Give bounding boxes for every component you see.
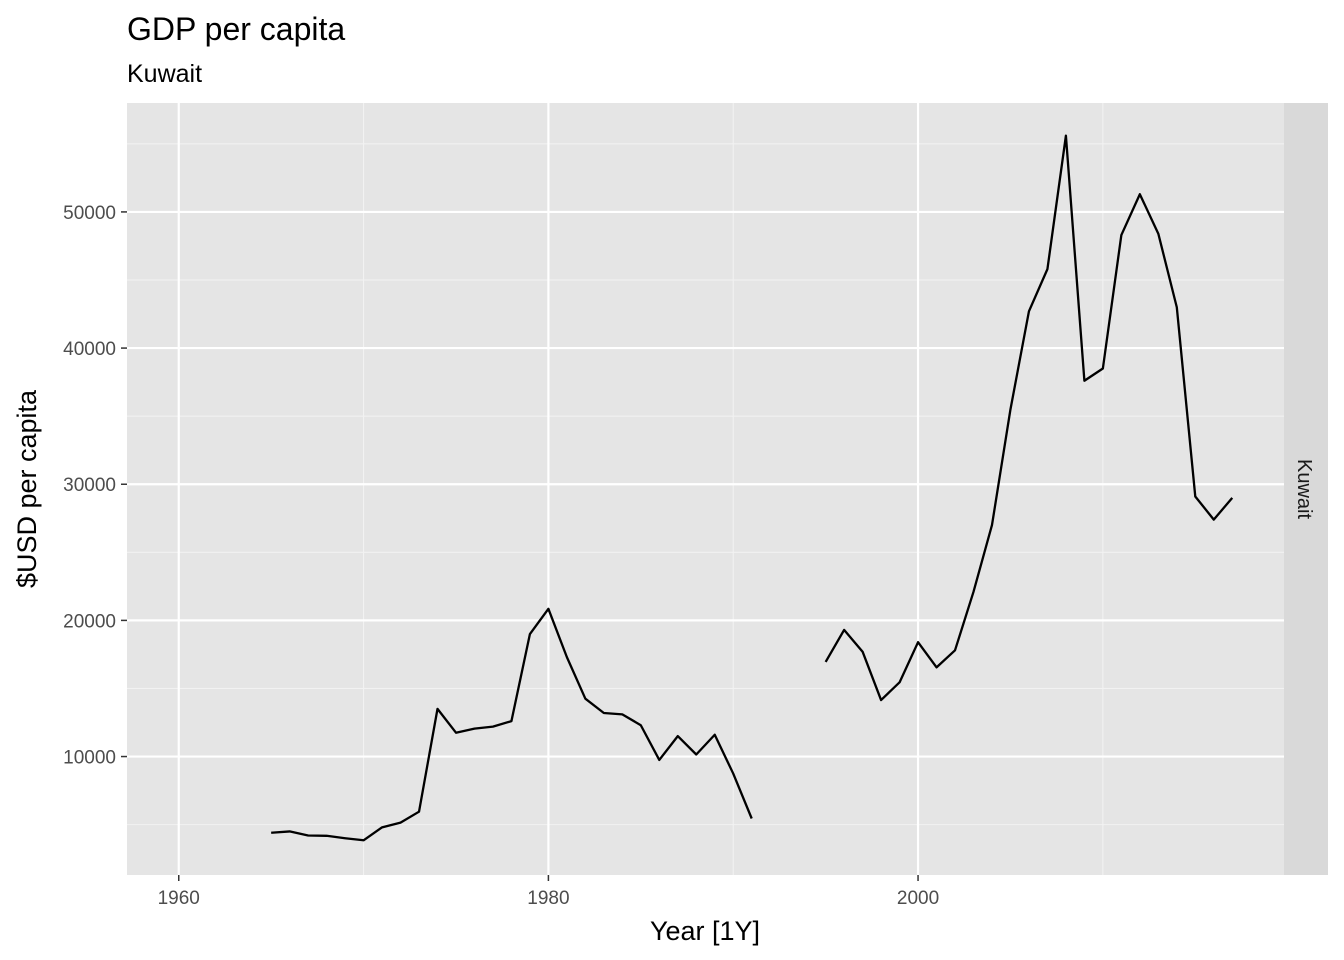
series-line	[824, 134, 1234, 702]
facet-strip-label: Kuwait	[1293, 459, 1315, 519]
y-axis-title: $USD per capita	[12, 389, 42, 588]
major-gridlines	[127, 103, 1284, 875]
minor-gridlines	[127, 103, 1284, 875]
plot-panel	[127, 103, 1284, 875]
y-tick-label: 30000	[63, 475, 116, 496]
y-tick-label: 50000	[63, 203, 116, 224]
chart-title: GDP per capita	[127, 11, 345, 47]
facet-strip	[1284, 103, 1328, 875]
x-tick-label: 1980	[527, 888, 569, 909]
y-tick-label: 40000	[63, 339, 116, 360]
x-tick-label: 1960	[158, 888, 200, 909]
x-tick-label: 2000	[897, 888, 939, 909]
x-axis: 1960 1980 2000	[158, 875, 939, 909]
y-tick-label: 20000	[63, 611, 116, 632]
x-axis-title: Year [1Y]	[650, 916, 760, 946]
y-tick-label: 10000	[63, 748, 116, 769]
chart-subtitle: Kuwait	[127, 60, 202, 88]
y-axis: 10000 20000 30000 40000 50000	[63, 203, 127, 769]
series-layer	[271, 134, 1234, 842]
series-line	[271, 607, 753, 842]
